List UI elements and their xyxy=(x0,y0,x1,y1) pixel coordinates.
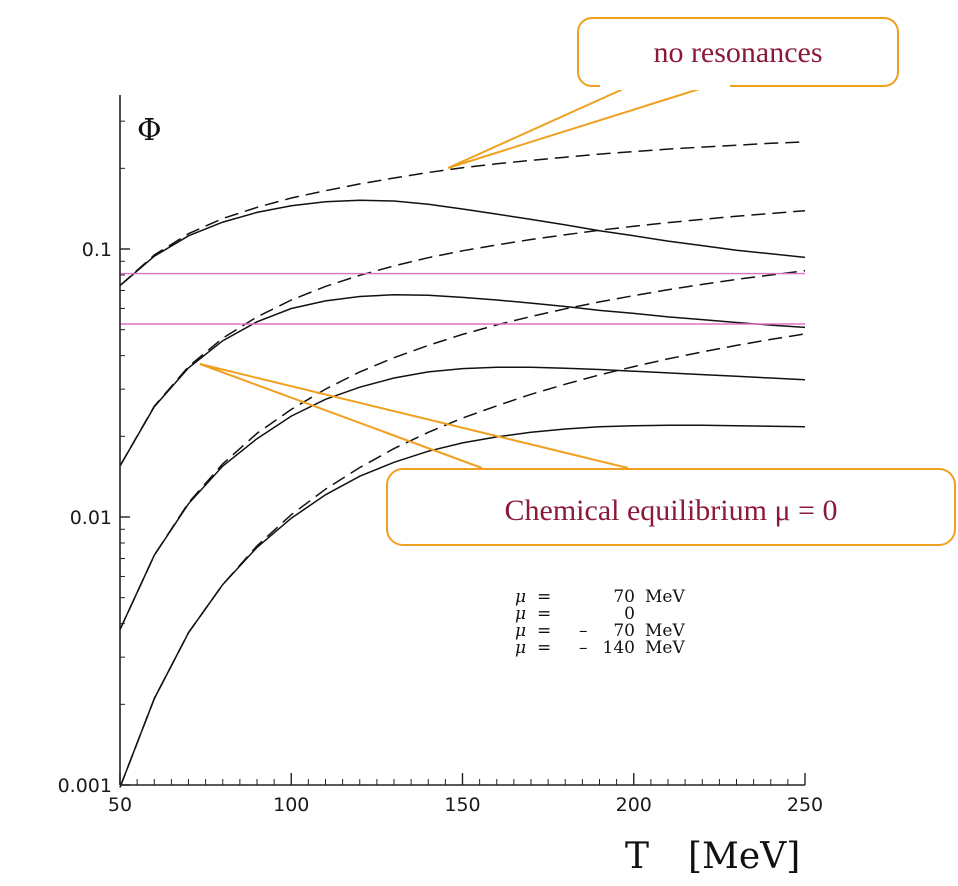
callout-no-resonances-box xyxy=(577,17,899,87)
legend-entry-4: μ = –140 MeV xyxy=(515,638,685,658)
legend-mu: μ xyxy=(515,621,526,641)
legend-unit: MeV xyxy=(645,587,685,607)
series-line-6-dashed xyxy=(119,209,806,467)
series-line-7-dashed xyxy=(119,269,806,630)
legend: μ = 70 MeV μ = 0 μ = – 70 MeV μ = –140 MeV xyxy=(515,587,685,658)
series-line-5-dashed xyxy=(119,141,806,287)
legend-equals: = xyxy=(537,604,551,624)
legend-equals: = xyxy=(537,621,551,641)
ticks-group: 0.001 0.01 0.1 50 100 150 200 250 xyxy=(58,120,823,816)
callout-no-resonances-text: no resonances xyxy=(653,36,822,69)
y-tick-label-1: 0.001 xyxy=(58,775,112,797)
legend-value: 0 xyxy=(624,604,635,624)
callout-no-resonances-mask xyxy=(600,80,730,90)
y-axis-title: Φ xyxy=(137,113,162,148)
callout-chemical-equilibrium: Chemical equilibrium μ = 0 xyxy=(199,363,956,546)
legend-equals: = xyxy=(537,638,551,658)
reference-lines-group xyxy=(120,272,805,325)
series-line-2-solid xyxy=(119,293,806,467)
legend-unit: MeV xyxy=(645,621,685,641)
callout-no-resonances: no resonances xyxy=(447,17,899,169)
x-axis-title-symbol: T xyxy=(625,836,649,877)
callout-chemical-equilibrium-pointer xyxy=(199,363,629,469)
legend-mu: μ xyxy=(515,638,526,658)
legend-sign: – xyxy=(579,621,588,641)
legend-value: 70 xyxy=(613,587,635,607)
callout-chemical-equilibrium-text: Chemical equilibrium μ = 0 xyxy=(505,494,838,527)
callout-chemical-equilibrium-box xyxy=(386,468,956,546)
legend-sign: – xyxy=(579,638,588,658)
y-tick-label-3: 0.1 xyxy=(82,239,112,261)
x-tick-label-4: 200 xyxy=(616,794,652,816)
legend-mu: μ xyxy=(515,587,526,607)
x-tick-label-5: 250 xyxy=(787,794,823,816)
x-tick-label-1: 50 xyxy=(108,794,132,816)
series-line-1-solid xyxy=(119,199,806,287)
x-tick-label-3: 150 xyxy=(444,794,480,816)
legend-value: 140 xyxy=(603,638,635,658)
y-tick-label-2: 0.01 xyxy=(70,507,112,529)
legend-entry-2: μ = 0 xyxy=(515,604,635,624)
legend-entry-1: μ = 70 MeV xyxy=(515,587,685,607)
series-line-3-solid xyxy=(119,366,806,630)
curves-group xyxy=(119,141,806,788)
legend-mu: μ xyxy=(515,604,526,624)
x-tick-label-2: 100 xyxy=(273,794,309,816)
callout-no-resonances-pointer xyxy=(447,84,713,169)
series-line-4-solid xyxy=(119,424,806,788)
axes-group xyxy=(119,95,805,786)
x-axis-title-unit: [MeV] xyxy=(688,836,800,877)
legend-equals: = xyxy=(537,587,551,607)
legend-value: 70 xyxy=(613,621,635,641)
series-line-8-dashed xyxy=(119,333,806,788)
legend-entry-3: μ = – 70 MeV xyxy=(515,621,685,641)
legend-unit: MeV xyxy=(645,638,685,658)
